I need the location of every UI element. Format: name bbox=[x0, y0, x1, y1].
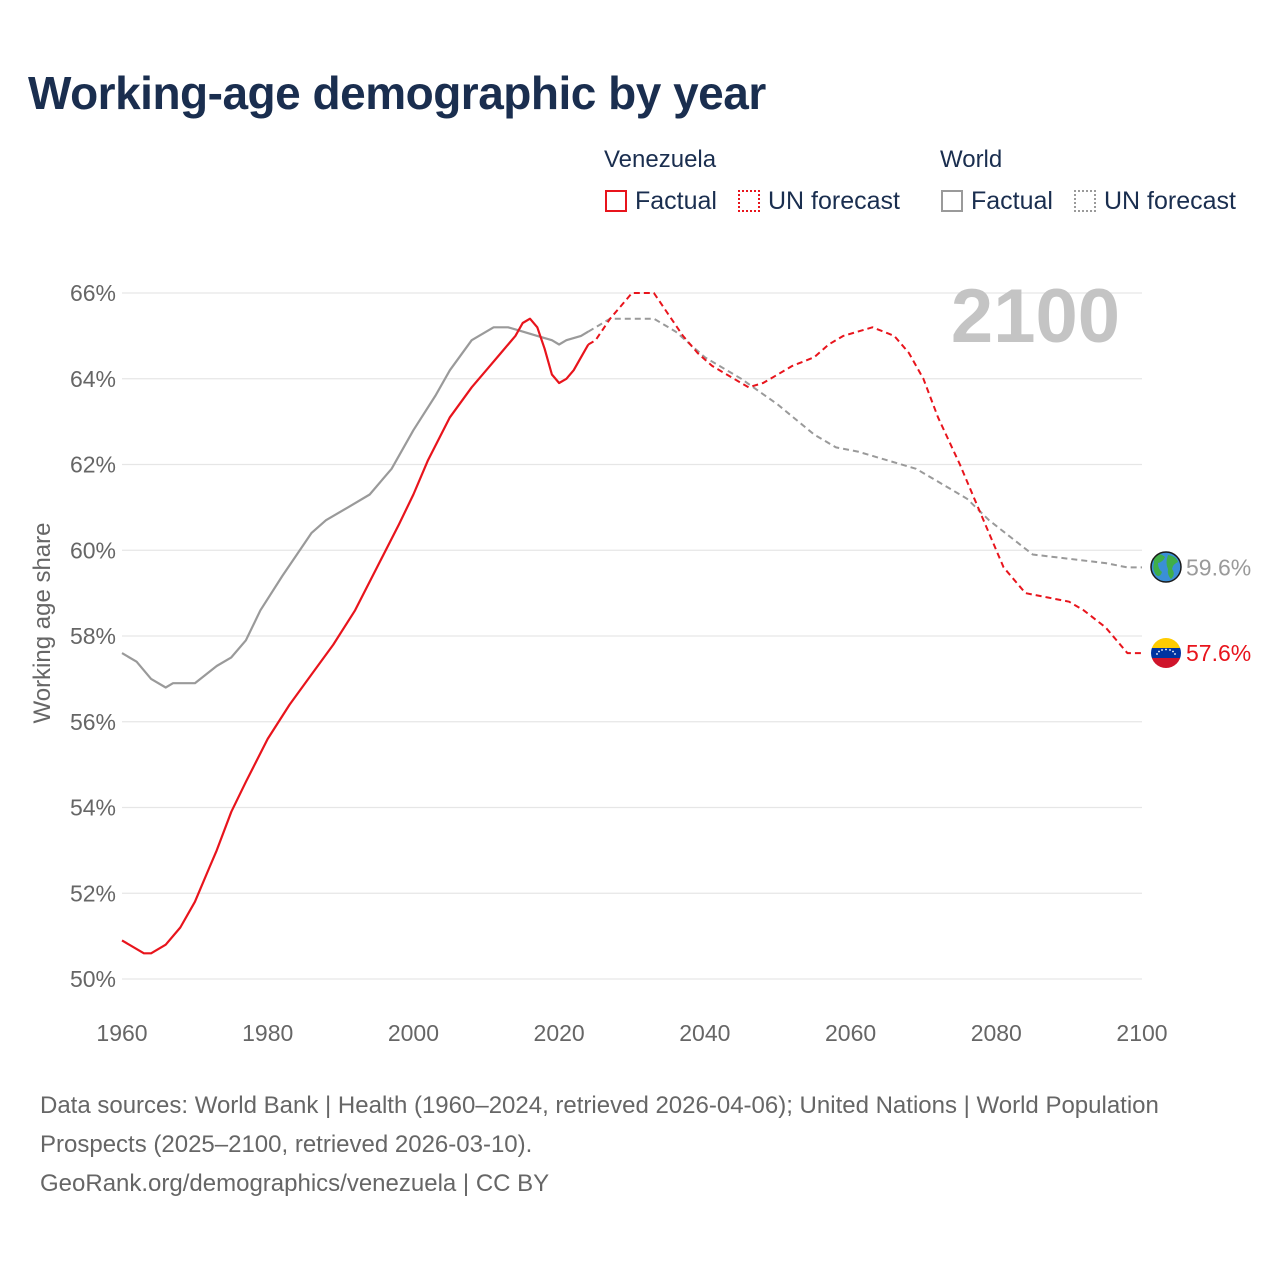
x-tick-label: 2080 bbox=[971, 1020, 1022, 1046]
grid-lines bbox=[122, 292, 1142, 980]
x-tick-label: 1960 bbox=[96, 1020, 147, 1046]
legend-label-world-forecast: UN forecast bbox=[1104, 186, 1236, 215]
venezuela-end-value-label: 57.6% bbox=[1186, 640, 1251, 666]
legend-header-venezuela: Venezuela bbox=[604, 146, 717, 173]
x-tick-label: 2020 bbox=[534, 1020, 585, 1046]
x-tick-label: 2000 bbox=[388, 1020, 439, 1046]
x-tick-label: 2040 bbox=[679, 1020, 730, 1046]
x-tick-label: 2060 bbox=[825, 1020, 876, 1046]
y-tick-label: 58% bbox=[70, 623, 116, 649]
current-year-label: 2100 bbox=[951, 274, 1120, 359]
legend-item-world-forecast[interactable]: UN forecast bbox=[1074, 186, 1236, 216]
legend-item-world-factual[interactable]: Factual bbox=[941, 186, 1053, 216]
world-end-value-label: 59.6% bbox=[1186, 554, 1251, 580]
y-tick-label: 54% bbox=[70, 795, 116, 821]
y-tick-label: 56% bbox=[70, 709, 116, 735]
legend-label-world-factual: Factual bbox=[971, 186, 1053, 215]
line-chart: 50% 52% 54% 56% 58% 60% 62% 64% 66% 1960 1980 2000… bbox=[29, 274, 1251, 1046]
footer: Data sources: World Bank | Health (1960–… bbox=[40, 1086, 1180, 1203]
credit-link[interactable]: GeoRank.org/demographics/venezuela | CC … bbox=[40, 1170, 550, 1197]
chart-title: Working-age demographic by year bbox=[28, 67, 766, 119]
venezuela-forecast-swatch bbox=[738, 190, 760, 212]
x-tick-label: 2100 bbox=[1116, 1020, 1167, 1046]
world-forecast-swatch bbox=[1074, 190, 1096, 212]
x-axis-ticks: 1960 1980 2000 2020 2040 2060 2080 2100 bbox=[96, 1020, 1167, 1046]
legend-item-venezuela-factual[interactable]: Factual bbox=[605, 186, 717, 216]
legend-item-venezuela-forecast[interactable]: UN forecast bbox=[738, 186, 900, 216]
legend-label-venezuela-forecast: UN forecast bbox=[768, 186, 900, 215]
world-factual-swatch bbox=[941, 190, 963, 212]
legend-label-venezuela-factual: Factual bbox=[635, 186, 717, 215]
y-tick-label: 52% bbox=[70, 880, 116, 906]
world-factual-line bbox=[121, 326, 589, 689]
y-axis-ticks: 50% 52% 54% 56% 58% 60% 62% 64% 66% bbox=[70, 280, 116, 992]
y-tick-label: 64% bbox=[70, 366, 116, 392]
y-axis-label: Working age share bbox=[29, 523, 56, 724]
data-series: 59.6% 57.6% bbox=[121, 292, 1251, 955]
venezuela-forecast-line bbox=[587, 292, 1142, 655]
y-tick-label: 60% bbox=[70, 537, 116, 563]
venezuela-factual-swatch bbox=[605, 190, 627, 212]
data-sources-note: Data sources: World Bank | Health (1960–… bbox=[40, 1092, 1159, 1158]
world-forecast-line bbox=[587, 317, 1142, 569]
globe-icon bbox=[1150, 551, 1182, 583]
x-tick-label: 1980 bbox=[242, 1020, 293, 1046]
y-tick-label: 62% bbox=[70, 452, 116, 478]
legend-header-world: World bbox=[940, 146, 1003, 173]
y-tick-label: 50% bbox=[70, 966, 116, 992]
y-tick-label: 66% bbox=[70, 280, 116, 306]
venezuela-flag-icon bbox=[1151, 638, 1181, 668]
venezuela-factual-line bbox=[121, 317, 590, 955]
